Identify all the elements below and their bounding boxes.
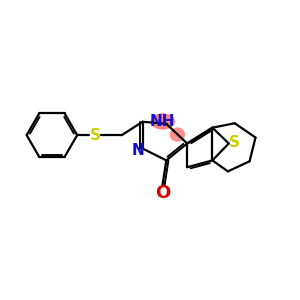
Ellipse shape bbox=[169, 128, 185, 142]
Text: O: O bbox=[155, 184, 170, 202]
Text: NH: NH bbox=[150, 114, 176, 129]
Text: N: N bbox=[132, 142, 145, 158]
Text: S: S bbox=[229, 135, 240, 150]
Text: S: S bbox=[89, 128, 100, 142]
Ellipse shape bbox=[151, 113, 175, 130]
